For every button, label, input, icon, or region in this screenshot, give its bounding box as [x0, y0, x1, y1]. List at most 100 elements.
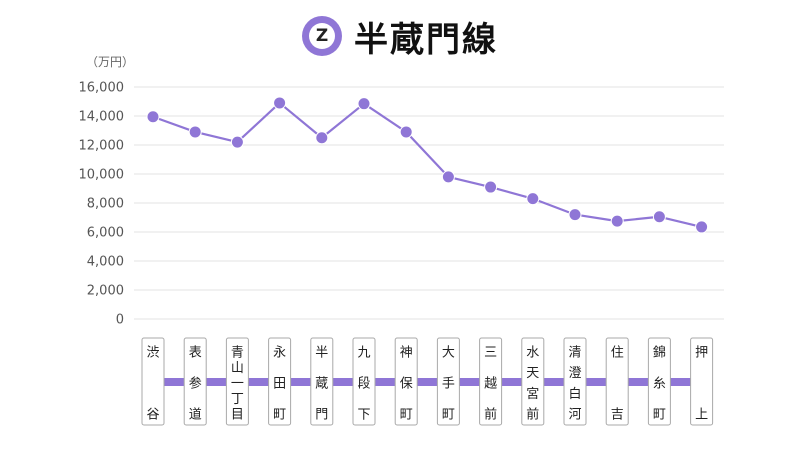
station-label: 神保町	[394, 337, 418, 426]
station-label-char: 町	[400, 408, 413, 423]
station-label-char: 山	[231, 361, 244, 376]
station-label-char: 谷	[146, 408, 159, 423]
data-point	[695, 220, 709, 234]
station-box	[268, 337, 292, 426]
data-point	[357, 97, 371, 111]
y-axis-unit-label: （万円）	[86, 55, 134, 69]
data-point	[652, 210, 666, 224]
station-label-char: 手	[442, 377, 455, 392]
data-point	[484, 180, 498, 194]
station-box	[479, 337, 503, 426]
station-box	[310, 337, 334, 426]
data-point	[526, 192, 540, 206]
station-label: 渋谷	[141, 337, 165, 426]
chart-title: 半蔵門線	[354, 19, 498, 60]
station-label-char: 上	[695, 408, 708, 423]
series-line	[152, 101, 702, 228]
station-label: 三越前	[479, 337, 503, 426]
station-label-char: 永	[273, 346, 286, 361]
station-label-char: 保	[400, 377, 413, 392]
y-tick-label: 10,000	[79, 168, 125, 183]
station-label-char: 道	[189, 408, 202, 423]
station-label-char: 錦	[653, 345, 666, 361]
data-point	[273, 96, 287, 110]
station-label-char: 蔵	[315, 377, 328, 392]
station-label-char: 町	[653, 408, 666, 423]
station-label-char: 清	[568, 346, 581, 361]
y-tick-label: 6,000	[87, 226, 124, 241]
station-label-char: 青	[231, 346, 244, 361]
data-point	[230, 135, 244, 149]
station-label-char: 田	[273, 377, 286, 392]
station-label: 九段下	[352, 337, 376, 426]
grid-lines	[134, 86, 724, 320]
station-box	[521, 337, 545, 426]
station-label-char: 越	[484, 377, 497, 392]
station-label-char: 段	[357, 377, 370, 392]
station-label-char: 三	[484, 346, 497, 361]
y-tick-label: 16,000	[79, 81, 125, 96]
station-label-char: 河	[568, 408, 581, 423]
y-tick-label: 2,000	[87, 284, 124, 299]
station-label-char: 参	[189, 376, 202, 392]
data-point	[399, 125, 413, 139]
station-label-char: 天	[526, 366, 539, 381]
station-label-char: 一	[231, 377, 244, 392]
station-box	[690, 337, 714, 426]
station-label-char: 糸	[653, 377, 666, 392]
station-label-char: 目	[231, 408, 244, 423]
data-point	[188, 125, 202, 139]
station-box	[605, 337, 629, 426]
station-box	[352, 337, 376, 426]
y-tick-label: 0	[116, 313, 124, 328]
station-label: 大手町	[436, 337, 460, 426]
station-label: 永田町	[268, 337, 292, 426]
station-label: 錦糸町	[647, 337, 671, 426]
station-box	[141, 337, 165, 426]
station-box	[563, 337, 587, 426]
station-label-char: 渋	[146, 346, 159, 361]
station-label-char: 半	[315, 346, 328, 361]
y-tick-label: 4,000	[87, 255, 124, 270]
station-label: 表参道	[183, 337, 207, 426]
chart-header: Z 半蔵門線	[0, 14, 800, 60]
station-label-char: 宮	[526, 386, 539, 402]
station-label-char: 大	[442, 346, 455, 361]
data-point	[441, 170, 455, 184]
station-box	[647, 337, 671, 426]
station-label-char: 白	[568, 386, 581, 402]
station-label: 半蔵門	[310, 337, 334, 426]
route-line	[153, 378, 702, 386]
price-series	[146, 96, 709, 234]
station-label-char: 九	[357, 346, 370, 361]
line-logo-icon: Z	[302, 16, 342, 56]
station-label-char: 水	[526, 346, 539, 361]
station-box	[183, 337, 207, 426]
data-point	[568, 208, 582, 222]
station-label-char: 門	[315, 408, 328, 423]
station-label-char: 神	[400, 346, 413, 361]
station-label: 押上	[690, 337, 714, 426]
y-tick-label: 14,000	[79, 110, 125, 125]
station-label-char: 前	[526, 407, 539, 423]
station-label-char: 吉	[611, 408, 624, 423]
line-logo-letter: Z	[309, 23, 335, 49]
station-label-char: 押	[695, 346, 708, 361]
station-label-char: 町	[273, 408, 286, 423]
station-label: 住吉	[605, 337, 629, 426]
y-axis-ticks: 0 2,000 4,000 6,000 8,000 10,000 12,000 14,000 1…	[79, 81, 125, 328]
station-label-char: 丁	[231, 392, 244, 407]
station-label-char: 澄	[568, 366, 581, 381]
data-point	[146, 110, 160, 124]
route-bar	[153, 378, 702, 386]
station-labels: 渋谷表参道青山一丁目永田町半蔵門九段下神保町大手町三越前水天宮前清澄白河住吉錦糸…	[141, 337, 714, 426]
data-point	[315, 131, 329, 145]
station-label-char: 表	[189, 346, 202, 361]
station-label-char: 町	[442, 408, 455, 423]
station-box	[225, 337, 249, 426]
station-box	[436, 337, 460, 426]
